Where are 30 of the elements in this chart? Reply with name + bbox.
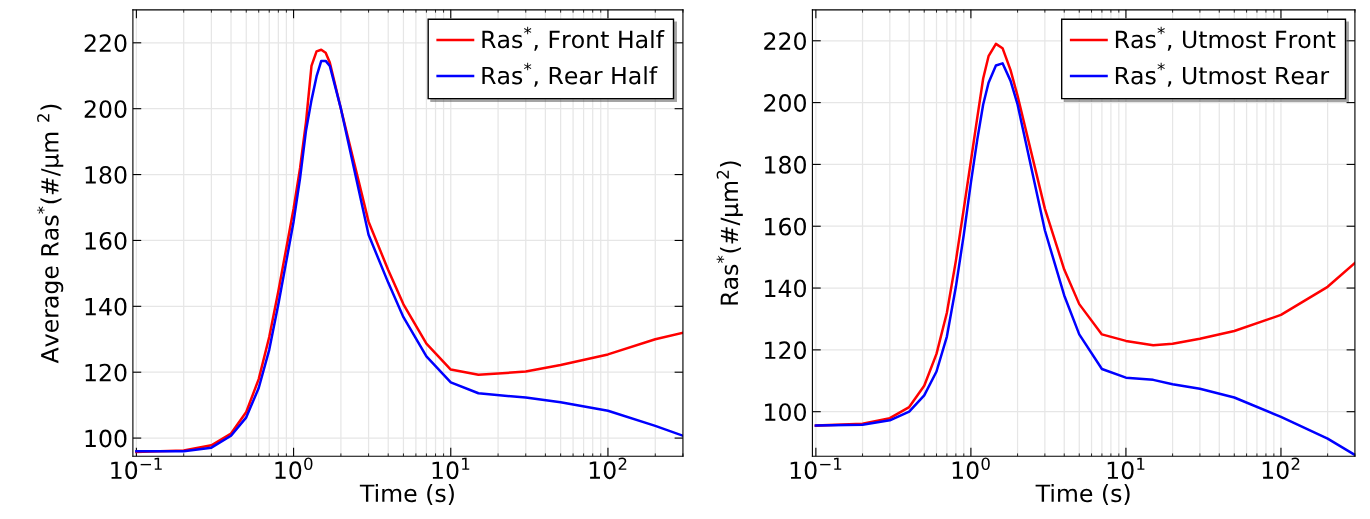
y-tick-label: 220 — [764, 32, 806, 51]
x-tick-label: 10$^{−1}$ — [790, 457, 842, 480]
y-tick-label: 120 — [85, 363, 127, 382]
legend-label: Ras$^{*}$, Utmost Front — [1115, 26, 1336, 51]
x-tick-label: 10$^{1}$ — [432, 457, 470, 480]
y-tick-label: 100 — [85, 429, 127, 448]
y-tick-label: 160 — [85, 231, 127, 250]
x-tick-label: 10$^{2}$ — [1262, 457, 1300, 480]
y-tick-label: 160 — [765, 217, 806, 236]
legend-label: Ras$^{*}$, Rear Half — [482, 62, 658, 87]
y-tick-label: 100 — [765, 403, 806, 421]
y-axis-title: Average Ras$^{*}$(#/µm $^{2}$) — [37, 104, 64, 364]
legend-label: Ras$^{*}$, Front Half — [482, 26, 665, 51]
y-tick-label: 120 — [765, 341, 806, 360]
y-axis-title: Ras$^{*}$(#/µm$^{2}$) — [716, 161, 743, 305]
legend-label: Ras$^{*}$, Utmost Rear — [1115, 62, 1330, 87]
x-tick-label: 10$^{−1}$ — [111, 457, 162, 480]
x-axis-title: Time (s) — [359, 483, 454, 505]
y-tick-label: 180 — [85, 166, 127, 184]
x-tick-label: 10$^{0}$ — [275, 457, 313, 480]
x-axis-title: Time (s) — [1035, 483, 1130, 505]
x-tick-label: 10$^{0}$ — [952, 457, 990, 480]
y-tick-label: 200 — [764, 94, 806, 112]
x-tick-label: 10$^{1}$ — [1107, 457, 1145, 480]
x-tick-label: 10$^{2}$ — [589, 457, 627, 480]
y-tick-label: 140 — [85, 297, 127, 316]
y-tick-label: 180 — [765, 155, 806, 174]
y-tick-label: 220 — [84, 34, 127, 53]
y-tick-label: 200 — [84, 100, 127, 118]
y-tick-label: 140 — [765, 279, 806, 298]
